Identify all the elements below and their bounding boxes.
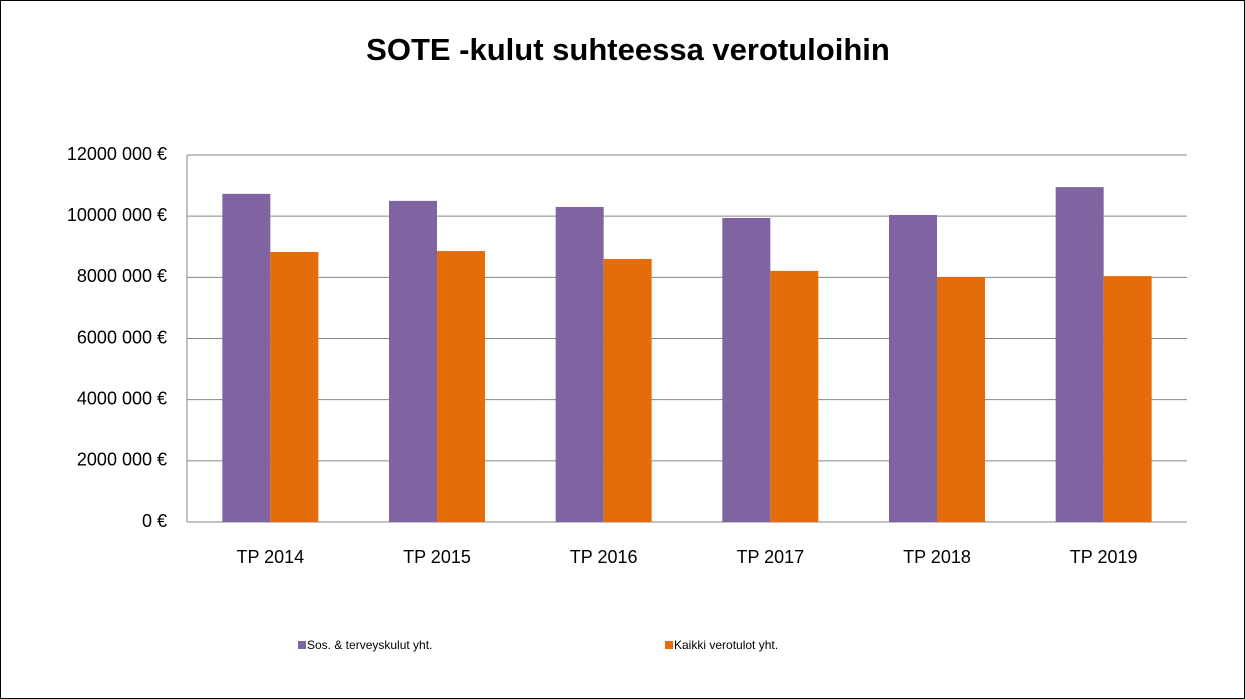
legend-label: Sos. & terveyskulut yht.	[307, 638, 432, 652]
x-tick-label: TP 2014	[236, 547, 304, 567]
bar	[437, 251, 485, 522]
bar	[722, 218, 771, 523]
legend-swatch	[298, 641, 306, 649]
x-tick-label: TP 2017	[736, 547, 804, 567]
y-tick-label: 4000 000 €	[77, 388, 167, 408]
y-tick-label: 10000 000 €	[67, 205, 167, 225]
bar	[270, 251, 319, 523]
y-tick-label: 2000 000 €	[77, 450, 167, 470]
bar	[603, 258, 652, 522]
x-tick-label: TP 2018	[903, 547, 971, 567]
bar	[889, 214, 937, 522]
bar	[389, 200, 437, 522]
bar	[937, 277, 985, 522]
bar	[1103, 276, 1152, 522]
x-tick-label: TP 2016	[570, 547, 638, 567]
bar	[1055, 187, 1104, 523]
legend-swatch	[665, 641, 673, 649]
bar	[222, 193, 271, 523]
y-tick-label: 8000 000 €	[77, 266, 167, 286]
y-tick-label: 12000 000 €	[67, 144, 167, 164]
bar	[555, 206, 604, 522]
y-tick-label: 6000 000 €	[77, 327, 167, 347]
legend-label: Kaikki verotulot yht.	[674, 638, 778, 652]
y-tick-label: 0 €	[142, 511, 167, 531]
chart-title: SOTE -kulut suhteessa verotuloihin	[366, 32, 890, 67]
x-tick-label: TP 2019	[1070, 547, 1138, 567]
x-tick-label: TP 2015	[403, 547, 471, 567]
bar	[770, 270, 819, 522]
